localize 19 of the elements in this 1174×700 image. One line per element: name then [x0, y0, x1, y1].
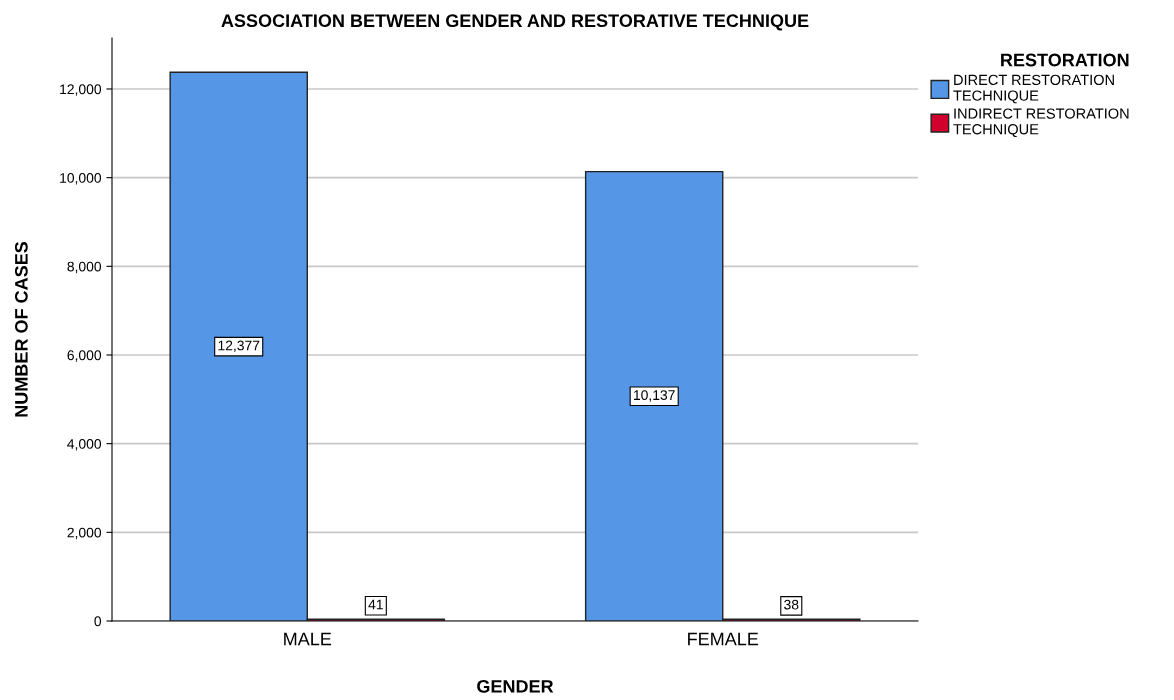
y-tick-label: 10,000 [60, 172, 102, 185]
y-tick-label: 2,000 [67, 527, 102, 540]
data-label: 41 [368, 599, 383, 610]
y-tick-label: 4,000 [67, 439, 102, 451]
data-label: 38 [784, 599, 799, 610]
legend-label: DIRECT RESTORATION TECHNIQUE [953, 74, 1114, 104]
chart-title: ASSOCIATION BETWEEN GENDER AND RESTORATIVE TECHNIQUE [221, 14, 809, 31]
y-tick-label: 12,000 [60, 84, 102, 96]
y-axis-title: NUMBER OF CASES [14, 241, 28, 417]
y-tick-label: 8,000 [67, 261, 102, 274]
x-tick-label: MALE [284, 632, 332, 646]
x-tick-label: FEMALE [688, 632, 759, 646]
y-tick-label: 0 [94, 616, 102, 627]
legend-label: INDIRECT RESTORATION TECHNIQUE [953, 108, 1129, 138]
x-axis-title: GENDER [477, 679, 554, 693]
data-label: 12,377 [218, 340, 260, 352]
data-label: 10,137 [634, 390, 675, 402]
legend-title: RESTORATION [1001, 53, 1129, 67]
y-tick-label: 6,000 [67, 350, 102, 362]
